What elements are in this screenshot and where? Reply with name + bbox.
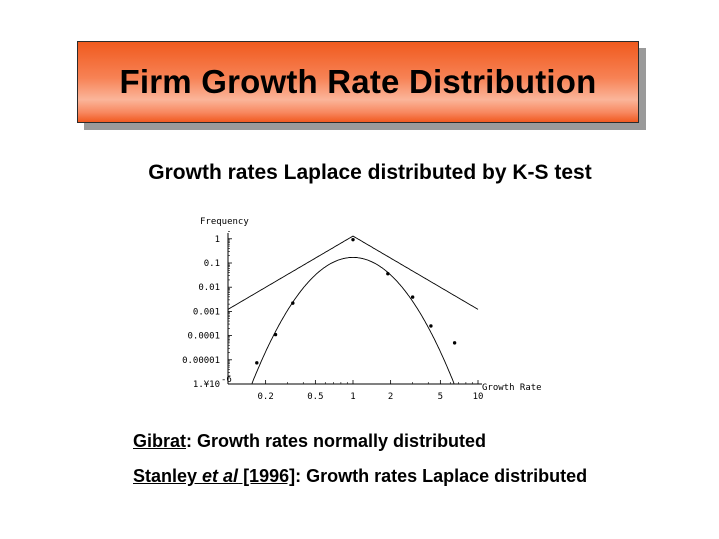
x-tick-label: 0.5 <box>307 392 323 402</box>
data-point <box>291 301 295 305</box>
gibrat-text: : Growth rates normally distributed <box>186 431 487 451</box>
y-tick-label: 0.001 <box>193 307 220 317</box>
data-point <box>351 237 355 242</box>
laplace-fit-curve <box>227 235 479 310</box>
gibrat-note: Gibrat: Growth rates normally distribute… <box>133 431 486 452</box>
data-point <box>452 341 457 345</box>
y-tick-label: 0.00001 <box>182 356 220 366</box>
y-tick-label: 0.01 <box>198 283 220 293</box>
x-tick-label: 0.2 <box>257 392 273 402</box>
x-tick-label: 5 <box>438 392 443 402</box>
data-point <box>273 332 278 337</box>
y-tick-exponent: -6 <box>221 375 232 385</box>
title-banner: Firm Growth Rate Distribution <box>77 41 639 123</box>
x-tick-label: 10 <box>473 392 484 402</box>
stanley-year: [1996] <box>238 466 296 486</box>
x-axis-label: Growth Rate <box>482 383 542 393</box>
stanley-etal: et al <box>202 466 239 486</box>
slide-subtitle: Growth rates Laplace distributed by K-S … <box>148 161 592 184</box>
y-tick-label: 0.0001 <box>187 332 220 342</box>
x-tick-label: 1 <box>350 392 355 402</box>
normal-fit-curve <box>251 256 455 384</box>
gibrat-link: Gibrat <box>133 431 187 451</box>
y-tick-label: 1 <box>215 235 220 245</box>
y-tick-label: 1.¥10 <box>193 380 220 390</box>
stanley-citation: Stanley et al [1996] <box>133 466 295 486</box>
x-tick-label: 2 <box>388 392 393 402</box>
data-point <box>386 272 390 276</box>
growth-rate-chart: 1.¥10 -60.00001 0.0001 0.001 0.01 0.1 1 0.2 0.5 1… <box>182 217 542 402</box>
data-point <box>429 324 433 328</box>
stanley-text: : Growth rates Laplace distributed <box>295 466 588 486</box>
y-tick-label: 0.1 <box>204 259 220 269</box>
stanley-author: Stanley <box>133 466 203 486</box>
data-point <box>255 361 259 365</box>
y-axis-label: Frequency <box>200 217 249 227</box>
stanley-note: Stanley et al [1996]: Growth rates Lapla… <box>133 466 587 487</box>
slide-title: Firm Growth Rate Distribution <box>119 63 597 100</box>
data-point <box>410 295 415 299</box>
